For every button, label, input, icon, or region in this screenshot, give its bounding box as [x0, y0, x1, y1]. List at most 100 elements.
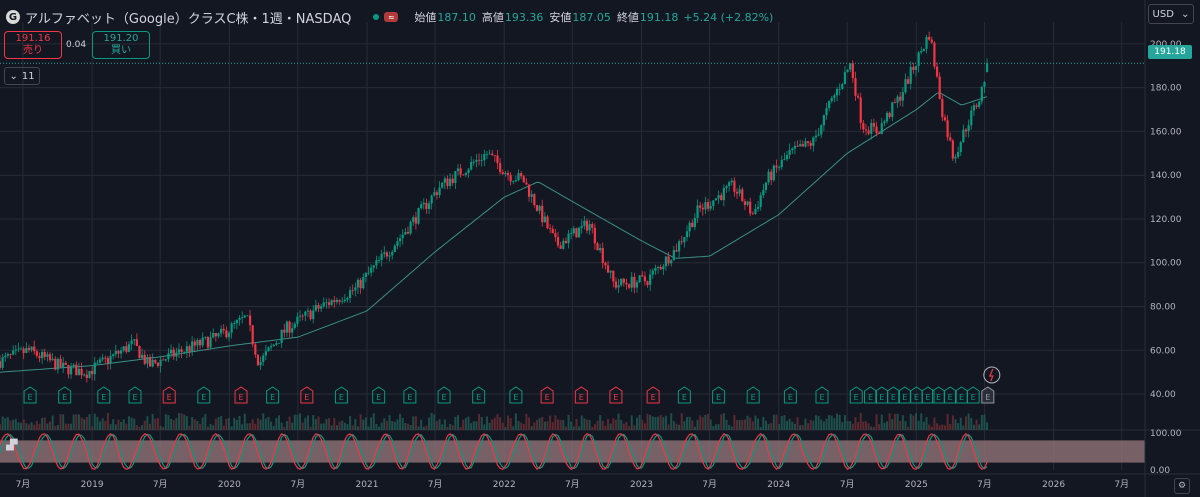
candle-body: [875, 126, 878, 134]
candle-body: [588, 224, 591, 231]
candle-body: [106, 358, 110, 364]
price-tick-label: 200.00: [1150, 40, 1182, 50]
earnings-marker-label: E: [304, 393, 309, 402]
volume-bar: [562, 420, 565, 430]
time-axis[interactable]: 7月 2019 7月 2020 7月 2021 7月 2022 7月 2023 7月 2024 7月 20…: [16, 479, 1129, 490]
volume-bar: [370, 417, 373, 430]
candle-body: [685, 231, 689, 238]
volume-bar: [509, 418, 512, 430]
volume-bar: [243, 413, 246, 430]
volume-bar: [54, 425, 57, 430]
volume-bar: [980, 414, 983, 430]
candle-body: [901, 92, 904, 101]
symbol-title[interactable]: アルファベット（Google）クラスC株・1週・NASDAQ: [25, 11, 352, 27]
oscillator-signal-line: [0, 433, 988, 470]
candle-body: [699, 205, 702, 208]
volume-bar: [749, 417, 752, 430]
candle-body: [904, 79, 907, 93]
candle-body: [420, 204, 423, 208]
gear-icon[interactable]: ⚙: [1174, 478, 1190, 494]
volume-bar: [617, 413, 620, 430]
earnings-marker: [849, 386, 863, 404]
earnings-marker: [574, 386, 588, 404]
volume-bar: [959, 417, 962, 430]
candle-body: [188, 346, 191, 352]
volume-bar: [917, 420, 920, 430]
candle-body: [556, 236, 560, 246]
market-status-icon: [373, 14, 380, 20]
candle-body: [88, 371, 91, 378]
currency-select[interactable]: USD ⌄: [1148, 4, 1194, 24]
candle-body: [567, 233, 570, 244]
wave-icon[interactable]: ≈: [384, 12, 399, 22]
volume-bar: [730, 426, 733, 430]
candle-body: [930, 39, 933, 43]
candle-body: [267, 347, 270, 352]
time-tick-label: 7月: [16, 479, 31, 490]
earnings-marker: [58, 386, 72, 404]
volume-bar: [51, 415, 54, 430]
volume-bar: [112, 419, 115, 430]
candle-body: [306, 310, 310, 312]
volume-bar: [678, 424, 681, 430]
candle-body: [241, 317, 244, 319]
volume-bar: [133, 418, 136, 430]
candle-body: [583, 220, 586, 226]
candle-body: [785, 154, 789, 160]
volume-bar: [193, 419, 196, 430]
volume-bar: [391, 421, 394, 430]
candle-body: [754, 208, 757, 214]
candle-body: [130, 340, 133, 345]
candle-body: [38, 355, 41, 359]
buy-button[interactable]: 191.20 買い: [92, 31, 150, 59]
candle-body: [530, 194, 533, 197]
earnings-marker-label: E: [579, 393, 584, 402]
volume-bar: [141, 425, 144, 430]
candle-body: [856, 95, 860, 98]
candle-body: [404, 231, 407, 235]
volume-bar: [159, 425, 162, 430]
volume-bar: [696, 419, 699, 430]
volume-bar: [812, 420, 815, 430]
volume-bar: [667, 424, 670, 430]
sell-button[interactable]: 191.16 売り: [4, 31, 62, 59]
candle-body: [480, 160, 483, 162]
volume-bar: [772, 414, 775, 430]
candle-body: [630, 276, 633, 288]
volume-bar: [941, 424, 944, 430]
candle-body: [6, 354, 9, 356]
earnings-marker-label: E: [971, 393, 976, 402]
volume-bar: [920, 413, 923, 430]
volume-bar: [967, 413, 970, 430]
candle-body: [238, 317, 241, 320]
volume-bar: [662, 417, 665, 430]
candle-body: [162, 359, 165, 361]
candle-body: [743, 201, 747, 205]
volume-bar: [420, 419, 423, 430]
price-axis[interactable]: 40.00 60.00 80.00 100.00 120.00 140.00 160.00 1…: [1144, 0, 1182, 497]
candle-body: [880, 123, 883, 134]
volume-bar: [88, 414, 91, 430]
volume-bar: [870, 426, 873, 430]
time-tick-label: 7月: [153, 479, 168, 490]
volume-bar: [496, 414, 499, 430]
earnings-marker-label: E: [819, 393, 824, 402]
candle-body: [883, 121, 886, 124]
volume-bar: [138, 426, 141, 430]
candle-body: [59, 358, 62, 368]
volume-bar: [291, 422, 294, 430]
earnings-marker-label: E: [751, 393, 756, 402]
volume-bar: [907, 426, 910, 430]
candle-body: [85, 374, 88, 378]
candle-body: [941, 98, 944, 118]
volume-bar: [41, 418, 44, 430]
candle-body: [617, 285, 620, 288]
candle-body: [975, 105, 978, 107]
volume-bar: [80, 417, 83, 430]
candle-body: [56, 358, 60, 370]
candle-body: [893, 102, 897, 104]
oscillator-legend-icon[interactable]: ▟▘: [6, 440, 22, 451]
indicators-toggle[interactable]: ⌄ 11: [4, 67, 40, 85]
